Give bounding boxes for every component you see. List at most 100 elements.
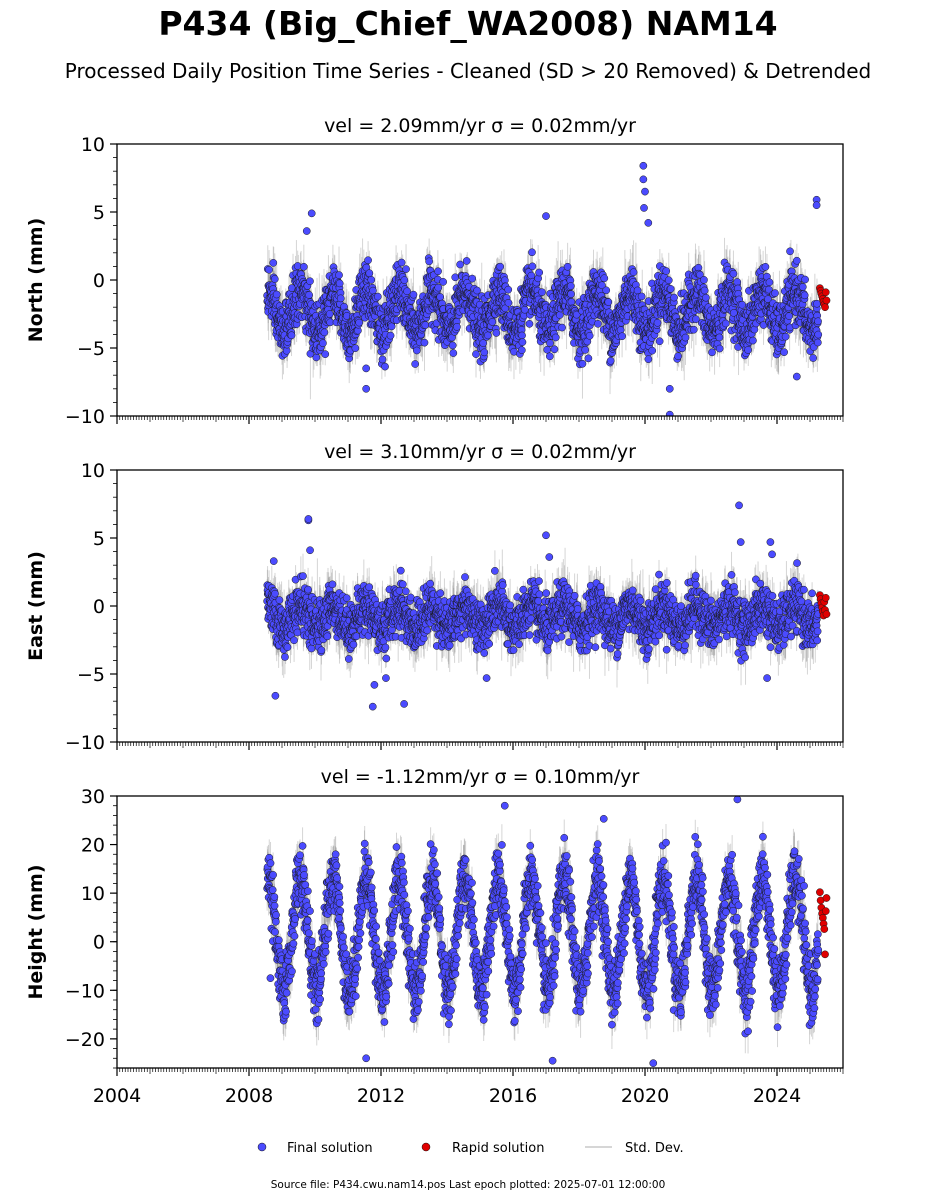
final-solution-point [434,283,443,292]
final-solution-point [305,291,313,299]
final-solution-point [325,310,334,318]
final-solution-point [543,345,552,354]
final-solution-point [365,269,374,278]
final-solution-point [355,318,364,327]
final-solution-point [535,268,544,277]
final-solution-point [306,277,314,286]
final-solution-point [674,352,682,361]
final-solution-point [518,331,526,340]
final-solution-point [598,281,606,290]
y-tick-label-north: 10 [81,134,105,156]
final-solution-point [551,333,560,342]
final-solution-point [320,328,329,337]
final-solution-point [272,290,281,299]
final-solution-point [449,349,458,357]
y-tick-label-north: 5 [93,202,105,224]
final-solution-point [504,285,513,294]
panel-north: vel = 2.09mm/yr σ = 0.02mm/yr North (mm) −… [25,115,844,428]
final-solution-point [606,356,615,365]
final-solution-point [700,276,708,284]
panels-layer: vel = 2.09mm/yr σ = 0.02mm/yr North (mm) −… [25,115,844,1107]
final-solution-point [321,350,330,359]
final-solution-point [681,333,690,342]
final-solution-point [397,258,406,267]
final-solution-point [472,350,480,358]
final-solution-point [546,339,554,347]
final-solution-point [436,293,445,301]
final-solution-point [480,348,489,357]
y-tick-label-north: −10 [65,406,105,428]
final-solution-point [335,279,344,288]
final-solution-point [336,294,345,303]
final-solution-point [400,276,409,284]
final-solution-point [528,248,536,257]
final-solution-point [319,339,327,348]
final-solution-point [662,267,671,275]
final-solution-point [594,319,602,328]
final-solution-point [566,282,575,290]
final-solution-point [439,278,447,286]
final-solution-point [528,262,537,271]
final-solution-point [700,286,709,295]
final-solution-point [648,346,657,355]
final-solution-point [453,323,461,331]
final-solution-point [462,257,471,265]
final-solution-point [517,346,526,355]
final-solution-point [473,286,481,295]
final-solution-point [504,298,513,307]
final-solution-point [420,338,429,347]
chart-subtitle: Processed Daily Position Time Series - C… [65,59,871,83]
final-solution-point [351,344,360,353]
y-tick-label-north: −5 [77,338,105,360]
final-solution-point [600,274,609,283]
final-solution-point [381,362,389,371]
final-solution-point [538,288,546,297]
final-solution-point [299,262,308,271]
final-solution-point [265,265,273,274]
final-solution-point [479,339,488,347]
final-solution-point [496,262,505,271]
final-solution-point [287,331,296,340]
final-solution-point [402,265,410,273]
panel-data-north [263,161,831,416]
final-solution-point [409,290,418,299]
final-solution-point [644,355,653,364]
final-solution-point [563,262,572,271]
final-solution-point [629,268,638,277]
final-solution-point [581,346,590,354]
final-solution-point [567,298,576,306]
final-solution-point [387,322,396,331]
final-solution-point [451,273,460,282]
final-solution-point [653,318,662,327]
final-solution-point [692,315,700,324]
final-solution-point [666,285,675,293]
final-solution-point [585,331,594,340]
final-solution-point [702,293,710,302]
final-solution-point [373,292,382,301]
final-solution-point [312,353,321,362]
final-solution-point [655,337,664,346]
final-solution-point [578,359,587,368]
final-solution-point [584,354,593,363]
final-solution-point [484,331,492,340]
final-solution-point [386,331,395,340]
final-solution-point [689,325,698,334]
final-solution-point [378,355,387,364]
final-solution-point [555,311,564,319]
final-solution-point [411,360,420,368]
final-solution-point [269,259,278,267]
panel-title-north: vel = 2.09mm/yr σ = 0.02mm/yr [324,115,636,137]
final-solution-point [448,341,457,350]
final-solution-point [545,352,554,361]
final-solution-point [567,290,575,298]
final-solution-point [550,345,559,354]
y-tick-label-north: 0 [93,270,105,292]
final-solution-point [604,298,613,306]
final-solution-point [637,292,646,301]
final-solution-point [558,323,566,332]
final-solution-point [434,267,442,276]
y-axis-label-north: North (mm) [25,218,47,343]
final-solution-point [468,274,477,283]
final-solution-point [518,338,527,346]
final-solution-point [664,276,673,285]
